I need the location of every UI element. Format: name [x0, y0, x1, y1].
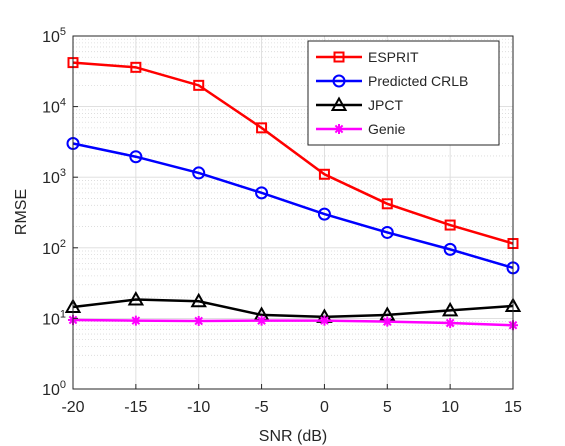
data-point-predicted-crlb: [255, 186, 269, 200]
data-point-genie: [445, 318, 456, 329]
y-tick-label: 102: [42, 238, 66, 258]
x-tick-label: -10: [187, 399, 210, 416]
x-tick-label: 0: [320, 399, 329, 416]
data-point-genie: [130, 315, 141, 326]
legend-label: Predicted CRLB: [368, 73, 468, 89]
legend-label: Genie: [368, 121, 406, 137]
legend-entry-esprit: ESPRIT: [316, 49, 419, 65]
x-tick-label: -20: [61, 399, 84, 416]
axis-ticks: 100 101 102 103 104 105 -20 -15 -10 -5 0 5 10 15: [42, 26, 522, 416]
x-axis-label: SNR (dB): [259, 428, 327, 445]
legend-entry-jpct: JPCT: [316, 96, 403, 113]
y-tick-label: 100: [42, 379, 66, 399]
legend: ESPRIT Predicted CRLB JPCT Genie: [307, 40, 500, 146]
legend-marker: [333, 51, 345, 63]
data-point-jpct: [441, 301, 459, 317]
y-tick-label: 105: [42, 26, 66, 46]
y-tick-label: 103: [42, 167, 66, 187]
y-axis-label: RMSE: [13, 189, 30, 235]
data-point-genie: [193, 315, 204, 326]
data-point-jpct: [127, 291, 145, 306]
series-line-jpct: [72, 298, 514, 319]
legend-label: ESPRIT: [368, 49, 419, 65]
data-point-esprit: [130, 61, 142, 73]
x-tick-label: 5: [383, 399, 392, 416]
data-point-esprit: [318, 168, 330, 180]
data-point-predicted-crlb: [443, 242, 457, 256]
legend-marker: [330, 96, 348, 111]
y-tick-label: 101: [42, 308, 66, 328]
data-point-genie: [382, 316, 393, 327]
series-line-esprit: [72, 61, 514, 245]
data-point-predicted-crlb: [317, 207, 331, 221]
series-line-predicted-crlb: [72, 142, 514, 270]
data-point-esprit: [256, 122, 268, 134]
legend-label: JPCT: [368, 97, 403, 113]
legend-entry-predicted-crlb: Predicted CRLB: [316, 73, 468, 89]
data-point-esprit: [444, 219, 456, 231]
legend-marker: [334, 124, 344, 134]
series-line-genie: [72, 318, 514, 327]
y-tick-label: 104: [42, 97, 66, 117]
x-tick-label: 15: [504, 399, 522, 416]
data-point-predicted-crlb: [380, 225, 394, 239]
x-tick-label: 10: [441, 399, 459, 416]
data-point-genie: [256, 315, 267, 326]
series-esprit: [67, 57, 519, 250]
data-point-predicted-crlb: [192, 166, 206, 180]
data-point-jpct: [190, 292, 207, 308]
x-tick-label: -15: [124, 399, 147, 416]
data-point-predicted-crlb: [129, 150, 143, 164]
x-tick-label: -5: [254, 399, 268, 416]
data-point-esprit: [193, 79, 205, 91]
plot-frame: [72, 35, 514, 390]
legend-marker: [332, 74, 346, 88]
legend-entry-genie: Genie: [316, 121, 406, 137]
data-point-esprit: [381, 198, 393, 210]
data-point-genie: [319, 315, 330, 326]
